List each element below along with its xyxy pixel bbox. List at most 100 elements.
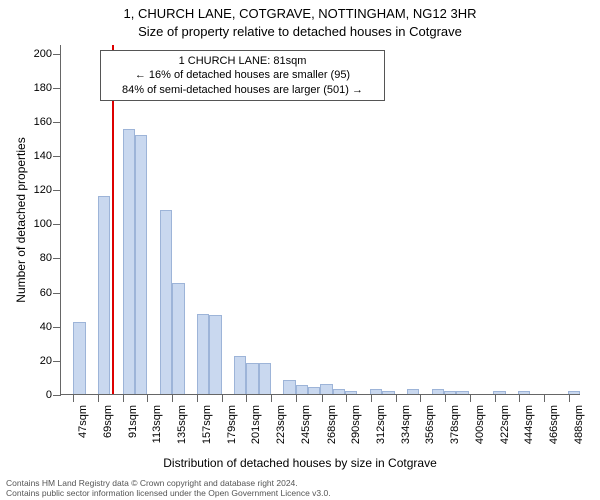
histogram-bar [320,384,332,394]
y-tick [53,361,61,362]
footer-attribution: Contains HM Land Registry data © Crown c… [6,478,331,498]
y-tick-label: 60 [22,287,52,299]
histogram-bar [370,389,382,394]
x-tick [544,394,545,402]
footer-line1: Contains HM Land Registry data © Crown c… [6,478,331,488]
histogram-bar [432,389,444,394]
histogram-bar [382,391,394,394]
annotation-line2: ← 16% of detached houses are smaller (95… [107,68,378,82]
histogram-bar [209,315,221,394]
histogram-bar [123,129,135,394]
y-tick [53,54,61,55]
x-tick-label: 488sqm [573,405,585,444]
x-tick-label: 356sqm [424,405,436,444]
x-tick [569,394,570,402]
y-tick-label: 20 [22,355,52,367]
histogram-bar [296,385,308,394]
x-tick-label: 268sqm [326,405,338,444]
annotation-line3: 84% of semi-detached houses are larger (… [107,83,378,97]
histogram-bar [333,389,345,394]
histogram-bar [308,387,320,394]
footer-line2: Contains public sector information licen… [6,488,331,498]
annotation-box: 1 CHURCH LANE: 81sqm ← 16% of detached h… [100,50,385,101]
y-tick [53,88,61,89]
x-tick [73,394,74,402]
chart-title-line2: Size of property relative to detached ho… [0,24,600,39]
y-tick-label: 140 [22,150,52,162]
x-axis-title: Distribution of detached houses by size … [0,456,600,470]
histogram-bar [518,391,530,394]
histogram-bar [73,322,85,394]
y-tick [53,122,61,123]
y-tick [53,190,61,191]
annotation-line1: 1 CHURCH LANE: 81sqm [107,54,378,68]
x-tick [222,394,223,402]
x-tick-label: 378sqm [449,405,461,444]
y-tick-label: 100 [22,218,52,230]
x-tick-label: 466sqm [548,405,560,444]
x-tick [346,394,347,402]
x-tick [445,394,446,402]
histogram-bar [246,363,258,394]
histogram-bar [160,210,172,394]
histogram-bar [456,391,468,394]
y-tick-label: 80 [22,252,52,264]
histogram-bar [568,391,580,394]
histogram-bar [407,389,419,394]
y-tick-label: 120 [22,184,52,196]
histogram-bar [345,391,357,394]
x-tick-label: 334sqm [400,405,412,444]
x-tick [470,394,471,402]
x-tick-label: 444sqm [523,405,535,444]
y-tick [53,156,61,157]
histogram-bar [135,135,147,395]
histogram-bar [172,283,184,394]
x-tick-label: 201sqm [250,405,262,444]
x-tick [123,394,124,402]
y-tick [53,327,61,328]
chart-title-line1: 1, CHURCH LANE, COTGRAVE, NOTTINGHAM, NG… [0,6,600,21]
x-tick-label: 113sqm [151,405,163,443]
x-tick [371,394,372,402]
x-tick [396,394,397,402]
y-tick [53,258,61,259]
y-tick-label: 40 [22,321,52,333]
histogram-bar [283,380,295,394]
x-tick [147,394,148,402]
x-tick-label: 290sqm [350,405,362,444]
x-tick [98,394,99,402]
x-tick [172,394,173,402]
y-tick [53,395,61,396]
x-tick-label: 223sqm [275,405,287,444]
x-tick-label: 422sqm [499,405,511,444]
x-tick [519,394,520,402]
histogram-bar [493,391,505,394]
y-tick-label: 180 [22,82,52,94]
x-tick-label: 312sqm [375,405,387,444]
x-tick-label: 245sqm [300,405,312,444]
x-tick [197,394,198,402]
x-tick-label: 135sqm [176,405,188,444]
x-tick [495,394,496,402]
x-tick-label: 179sqm [226,405,238,444]
x-tick [420,394,421,402]
histogram-bar [98,196,110,394]
y-tick-label: 0 [22,389,52,401]
y-tick-label: 160 [22,116,52,128]
x-tick-label: 47sqm [77,405,89,438]
histogram-bar [259,363,271,394]
y-tick [53,293,61,294]
x-tick [322,394,323,402]
x-tick-label: 157sqm [201,405,213,444]
x-tick [296,394,297,402]
y-tick-label: 200 [22,48,52,60]
y-tick [53,224,61,225]
x-tick-label: 400sqm [474,405,486,444]
x-tick-label: 91sqm [127,405,139,438]
histogram-chart: 1, CHURCH LANE, COTGRAVE, NOTTINGHAM, NG… [0,0,600,500]
x-tick [271,394,272,402]
x-tick-label: 69sqm [102,405,114,438]
histogram-bar [197,314,209,394]
histogram-bar [444,391,456,394]
x-tick [246,394,247,402]
